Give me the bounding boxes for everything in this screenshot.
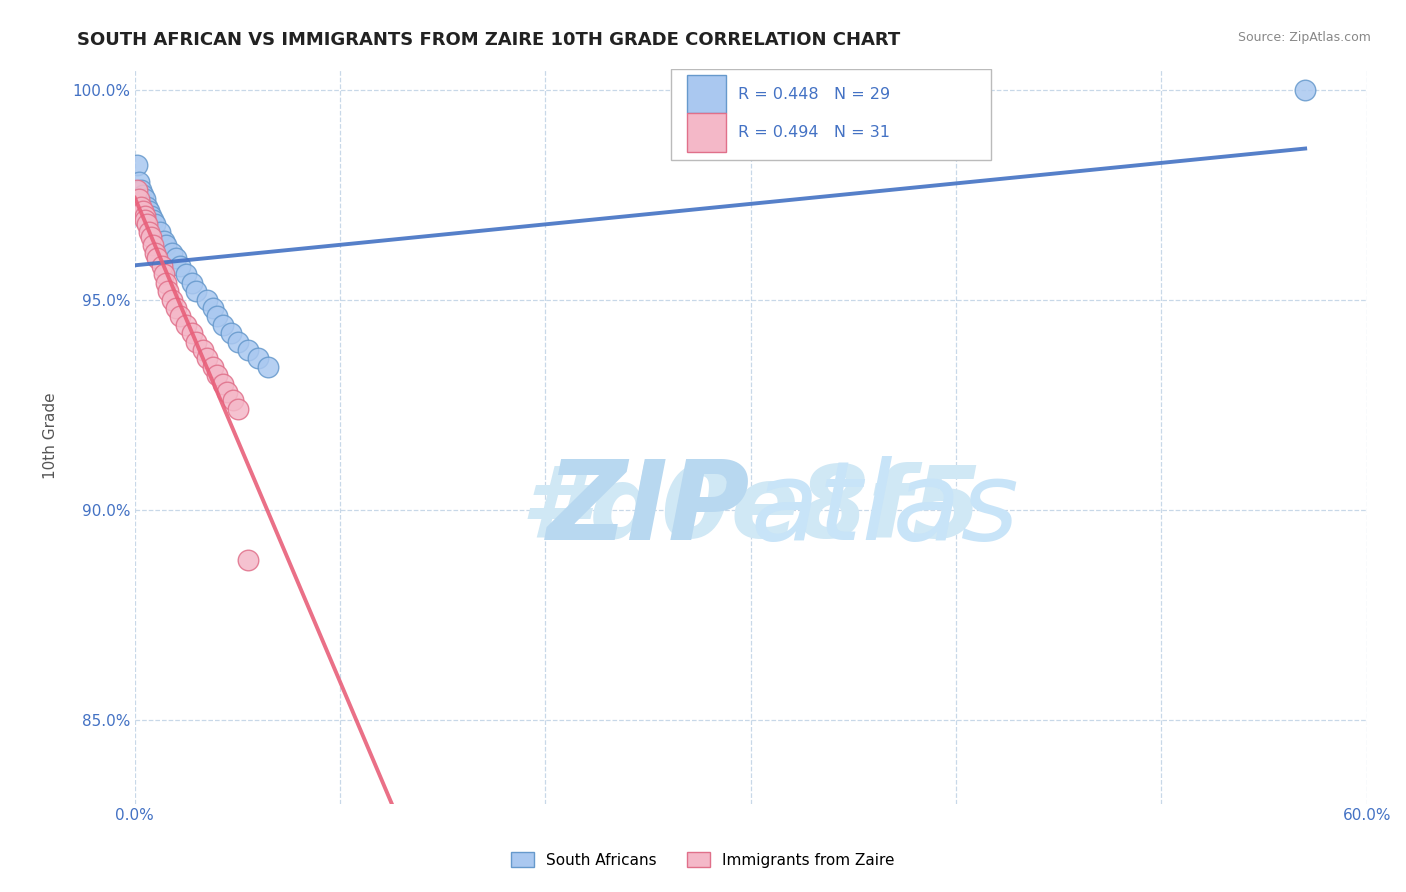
Y-axis label: 10th Grade: 10th Grade bbox=[44, 392, 58, 479]
Point bbox=[146, 251, 169, 265]
Point bbox=[136, 200, 159, 214]
Point bbox=[174, 268, 197, 282]
Point bbox=[1294, 82, 1316, 96]
Point bbox=[132, 204, 155, 219]
Point bbox=[169, 310, 191, 324]
FancyBboxPatch shape bbox=[671, 69, 991, 161]
Point bbox=[129, 183, 152, 197]
Point bbox=[174, 318, 197, 332]
Point bbox=[221, 326, 243, 340]
Point bbox=[129, 200, 152, 214]
Point bbox=[134, 209, 156, 223]
Point bbox=[201, 359, 224, 374]
Point bbox=[195, 293, 218, 307]
Point bbox=[142, 238, 165, 252]
Point bbox=[181, 326, 204, 340]
Point bbox=[236, 343, 259, 357]
Text: R = 0.448   N = 29: R = 0.448 N = 29 bbox=[738, 87, 890, 102]
Point bbox=[156, 284, 179, 298]
Point bbox=[152, 268, 174, 282]
Point bbox=[134, 192, 156, 206]
Point bbox=[205, 368, 228, 383]
Point bbox=[142, 212, 165, 227]
Point bbox=[212, 318, 235, 332]
Point bbox=[257, 359, 280, 374]
Legend: South Africans, Immigrants from Zaire: South Africans, Immigrants from Zaire bbox=[505, 846, 901, 873]
Point bbox=[125, 158, 148, 172]
Point bbox=[155, 238, 177, 252]
Point bbox=[128, 192, 150, 206]
Point bbox=[132, 187, 155, 202]
Text: atlas: atlas bbox=[751, 456, 1019, 563]
Point bbox=[247, 351, 270, 366]
Point bbox=[186, 284, 208, 298]
Text: ZIP: ZIP bbox=[547, 456, 751, 563]
Text: #d0e8f5: #d0e8f5 bbox=[520, 461, 981, 558]
Point bbox=[148, 225, 170, 239]
Point bbox=[195, 351, 218, 366]
FancyBboxPatch shape bbox=[686, 113, 725, 152]
Point bbox=[217, 384, 239, 399]
Point bbox=[125, 183, 148, 197]
Point bbox=[201, 301, 224, 315]
Point bbox=[136, 217, 159, 231]
Point bbox=[150, 259, 173, 273]
Point bbox=[181, 276, 204, 290]
Point bbox=[160, 246, 183, 260]
Point bbox=[226, 401, 249, 416]
Point bbox=[138, 225, 160, 239]
Point bbox=[128, 175, 150, 189]
Point bbox=[169, 259, 191, 273]
Point bbox=[222, 393, 245, 408]
Point bbox=[236, 553, 259, 567]
Point bbox=[155, 276, 177, 290]
Point bbox=[165, 301, 187, 315]
Point bbox=[134, 212, 156, 227]
Point bbox=[141, 229, 163, 244]
Point bbox=[186, 334, 208, 349]
Point bbox=[145, 217, 167, 231]
Point bbox=[152, 234, 174, 248]
Point bbox=[138, 204, 160, 219]
Point bbox=[160, 293, 183, 307]
FancyBboxPatch shape bbox=[686, 75, 725, 113]
Text: R = 0.494   N = 31: R = 0.494 N = 31 bbox=[738, 125, 890, 140]
Text: Source: ZipAtlas.com: Source: ZipAtlas.com bbox=[1237, 31, 1371, 45]
Point bbox=[141, 209, 163, 223]
Point bbox=[212, 376, 235, 391]
Text: SOUTH AFRICAN VS IMMIGRANTS FROM ZAIRE 10TH GRADE CORRELATION CHART: SOUTH AFRICAN VS IMMIGRANTS FROM ZAIRE 1… bbox=[77, 31, 901, 49]
Point bbox=[205, 310, 228, 324]
Point bbox=[226, 334, 249, 349]
Point bbox=[165, 251, 187, 265]
Point bbox=[145, 246, 167, 260]
Point bbox=[191, 343, 214, 357]
